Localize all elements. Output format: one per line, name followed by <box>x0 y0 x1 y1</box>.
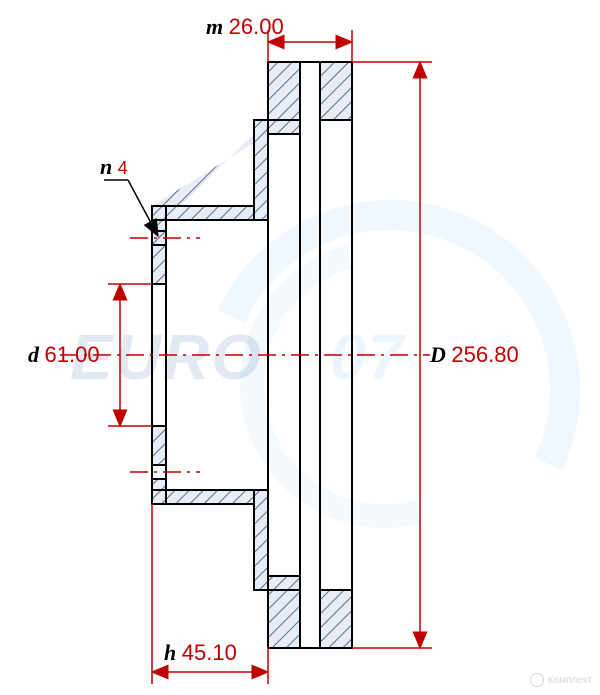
dim-n <box>104 180 158 236</box>
sym-n: n <box>100 154 112 179</box>
val-m: 26.00 <box>229 14 284 39</box>
badge-text: Комплект <box>548 675 592 686</box>
label-D: D 256.80 <box>430 342 519 368</box>
val-D: 256.80 <box>451 342 518 367</box>
sym-d: d <box>28 342 39 367</box>
val-h: 45.10 <box>182 640 237 665</box>
label-h: h 45.10 <box>164 640 237 666</box>
label-d: d 61.00 <box>28 342 100 368</box>
sym-m: m <box>206 14 223 39</box>
val-d: 61.00 <box>45 342 100 367</box>
centerlines <box>60 238 430 472</box>
badge-icon <box>530 673 544 687</box>
val-n: 4 <box>118 158 128 178</box>
corner-badge: Комплект <box>530 673 592 687</box>
sym-h: h <box>164 640 176 665</box>
label-n: n 4 <box>100 154 128 180</box>
label-m: m 26.00 <box>206 14 284 40</box>
diagram-stage: EURO 07 <box>0 0 600 695</box>
sym-D: D <box>430 342 446 367</box>
